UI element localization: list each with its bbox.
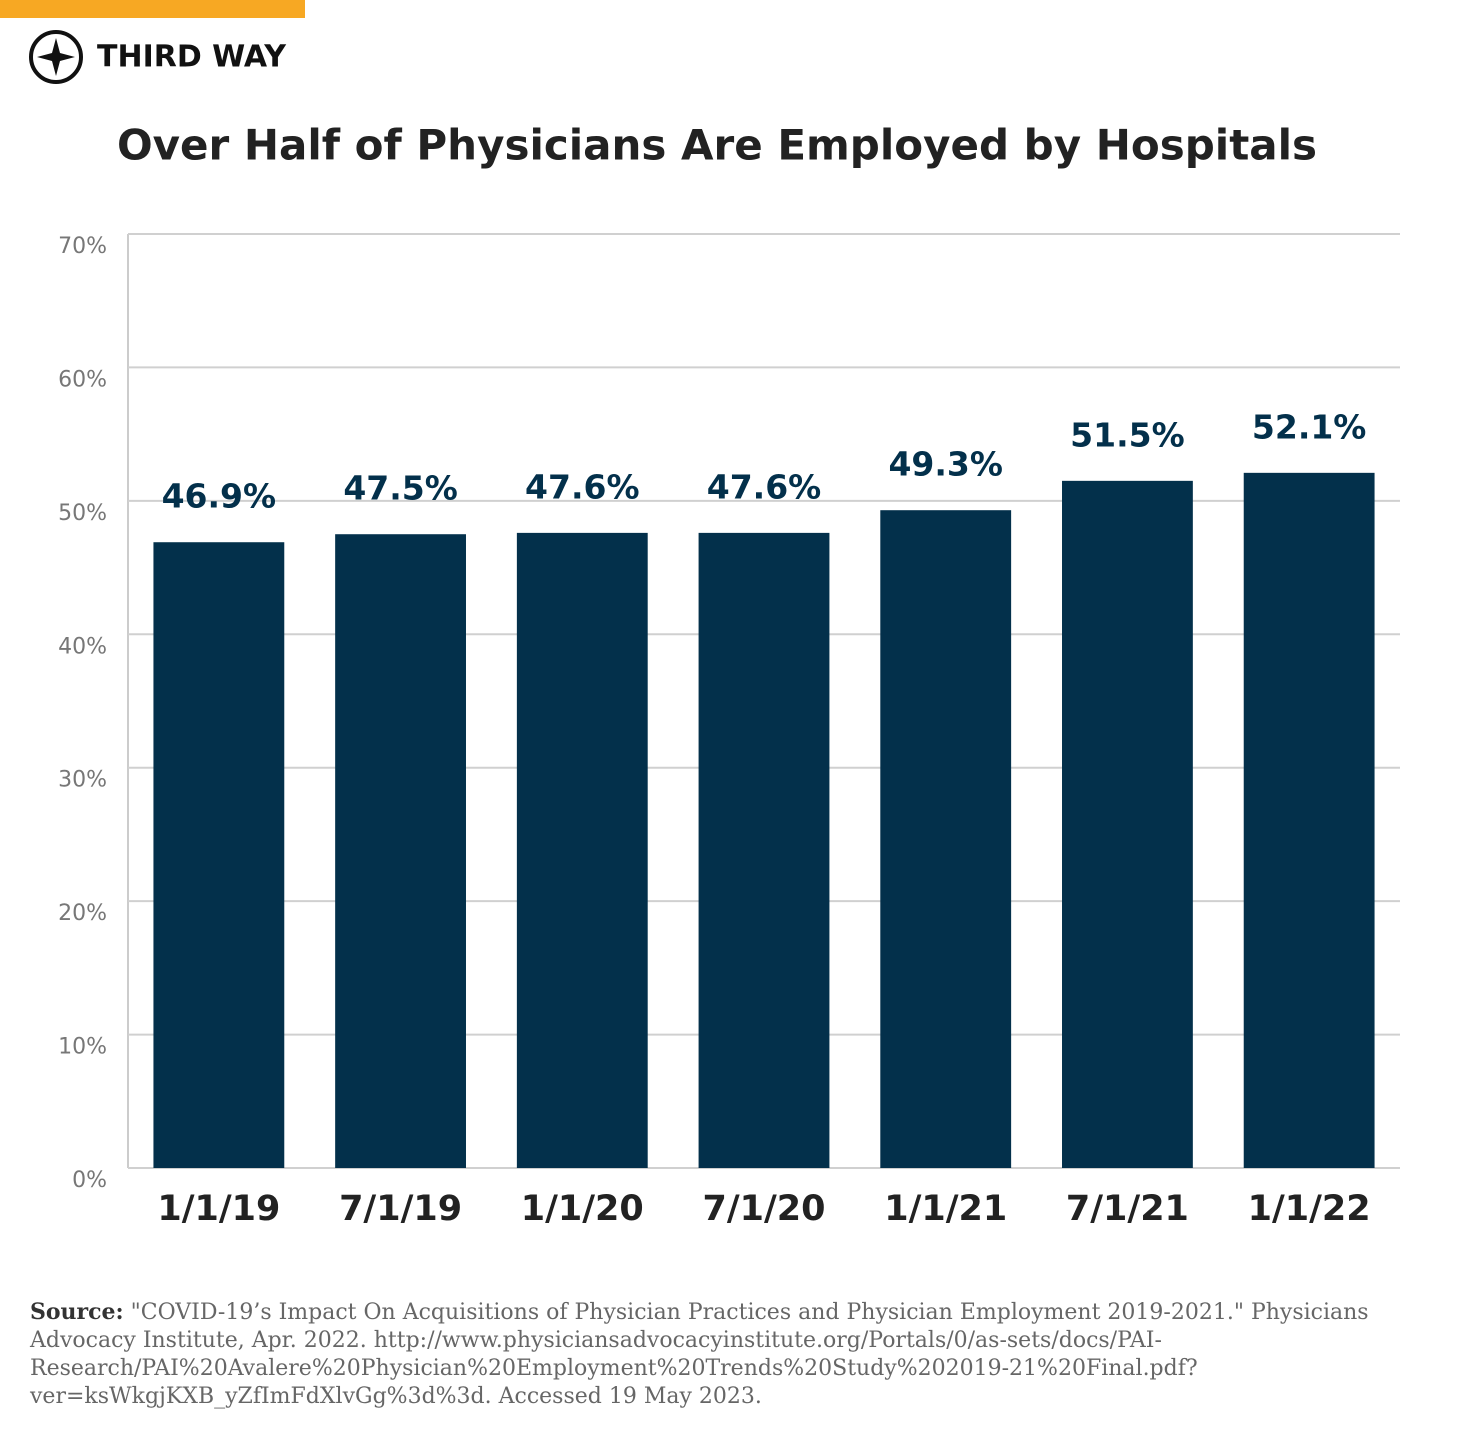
bar xyxy=(153,542,285,1168)
y-tick-label: 60% xyxy=(58,367,107,392)
bar xyxy=(1243,472,1375,1168)
value-label: 47.5% xyxy=(343,469,458,508)
bar xyxy=(335,534,466,1168)
x-tick-label: 1/1/22 xyxy=(1248,1189,1371,1229)
bar xyxy=(880,510,1012,1168)
accent-bar xyxy=(0,0,305,18)
y-tick-label: 10% xyxy=(58,1035,107,1060)
source-text: "COVID-19’s Impact On Acquisitions of Ph… xyxy=(30,1300,1369,1409)
x-tick-label: 7/1/20 xyxy=(703,1189,826,1229)
bar xyxy=(698,532,830,1168)
value-label: 47.6% xyxy=(525,467,640,506)
logo-text: THIRD WAY xyxy=(97,40,287,75)
value-label: 47.6% xyxy=(707,467,822,506)
value-label: 52.1% xyxy=(1252,407,1367,446)
y-tick-label: 20% xyxy=(58,901,107,926)
chart-title: Over Half of Physicians Are Employed by … xyxy=(117,121,1317,170)
y-tick-label: 0% xyxy=(72,1168,107,1193)
x-tick-label: 7/1/19 xyxy=(339,1189,462,1229)
x-tick-label: 1/1/20 xyxy=(521,1189,644,1229)
value-label: 49.3% xyxy=(888,445,1003,484)
value-label: 51.5% xyxy=(1070,415,1185,454)
y-tick-label: 40% xyxy=(58,634,107,659)
y-tick-label: 30% xyxy=(58,768,107,793)
x-tick-label: 1/1/21 xyxy=(884,1189,1007,1229)
logo-icon xyxy=(29,30,83,84)
source-label: Source: xyxy=(30,1299,124,1325)
x-tick-label: 1/1/19 xyxy=(157,1189,280,1229)
bar xyxy=(1062,480,1193,1168)
y-tick-label: 70% xyxy=(58,234,107,259)
value-label: 46.9% xyxy=(162,477,277,516)
y-tick-label: 50% xyxy=(58,501,107,526)
chart: THIRD WAY Over Half of Physicians Are Em… xyxy=(0,0,1400,1229)
source-note: Source: "COVID-19’s Impact On Acquisitio… xyxy=(30,1298,1450,1411)
bar xyxy=(516,532,648,1168)
x-tick-label: 7/1/21 xyxy=(1066,1189,1189,1229)
